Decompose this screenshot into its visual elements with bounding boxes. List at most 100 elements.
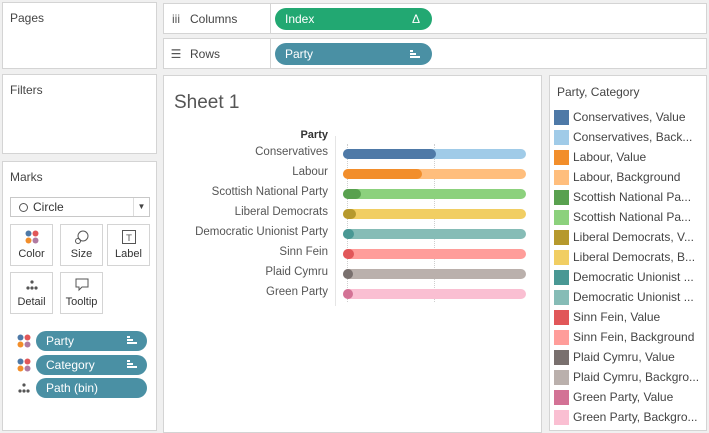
background-bar[interactable] [343, 249, 526, 259]
legend-swatch [554, 309, 569, 325]
row-label: Green Party [266, 286, 328, 298]
svg-text:T: T [125, 234, 132, 244]
columns-shelf[interactable]: iii Columns Index Δ [163, 3, 707, 34]
legend-item[interactable]: Labour, Value [554, 148, 701, 166]
value-bar[interactable] [343, 229, 354, 239]
legend-label: Plaid Cymru, Value [573, 350, 675, 364]
axis-line [335, 136, 336, 306]
circle-icon [19, 203, 28, 212]
legend-item[interactable]: Democratic Unionist ... [554, 268, 701, 286]
party-pill[interactable]: Party [275, 43, 432, 65]
row-label: Plaid Cymru [265, 266, 328, 278]
value-bar[interactable] [343, 169, 422, 179]
background-bar[interactable] [343, 209, 526, 219]
legend-label: Liberal Democrats, V... [573, 230, 694, 244]
legend-item[interactable]: Plaid Cymru, Value [554, 348, 701, 366]
category-encoding-pill[interactable]: Category [36, 355, 147, 375]
index-pill[interactable]: Index Δ [275, 8, 432, 30]
sort-descending-icon [127, 336, 137, 345]
rows-icon: ☰ [170, 47, 182, 61]
legend-label: Plaid Cymru, Backgro... [573, 370, 700, 384]
tooltip-icon [61, 273, 102, 293]
detail-label: Detail [17, 296, 46, 308]
legend-item[interactable]: Scottish National Pa... [554, 188, 701, 206]
legend-label: Scottish National Pa... [573, 210, 692, 224]
label-button[interactable]: T Label [107, 224, 150, 266]
legend-item[interactable]: Conservatives, Value [554, 108, 701, 126]
value-bar[interactable] [343, 269, 353, 279]
color-label: Color [18, 248, 45, 260]
rows-label-text: Rows [190, 47, 221, 61]
value-bar[interactable] [343, 289, 353, 299]
category-encoding-label: Category [46, 358, 95, 372]
value-bar[interactable] [343, 189, 362, 199]
size-button[interactable]: Size [60, 224, 103, 266]
sheet-title: Sheet 1 [174, 92, 240, 113]
legend-swatch [554, 229, 569, 245]
chevron-down-icon: ▼ [133, 198, 149, 216]
row-header: Party [300, 129, 328, 141]
value-bar[interactable] [343, 149, 437, 159]
legend-item[interactable]: Green Party, Value [554, 388, 701, 406]
legend-swatch [554, 389, 569, 405]
legend-item[interactable]: Democratic Unionist ... [554, 288, 701, 306]
tooltip-button[interactable]: Tooltip [60, 272, 103, 314]
legend-swatch [554, 249, 569, 265]
legend-label: Conservatives, Value [573, 110, 686, 124]
filters-card[interactable]: Filters [2, 74, 157, 154]
legend-item[interactable]: Sinn Fein, Value [554, 308, 701, 326]
legend-label: Conservatives, Back... [573, 130, 693, 144]
legend-item[interactable]: Labour, Background [554, 168, 701, 186]
mark-type-dropdown[interactable]: Circle ▼ [10, 197, 150, 217]
worksheet-view[interactable]: Sheet 1 Party Conservatives Labour Scottis… [163, 75, 542, 433]
value-bar[interactable] [343, 249, 354, 259]
row-label: Sinn Fein [279, 246, 328, 258]
legend-label: Liberal Democrats, B... [573, 250, 696, 264]
filters-title: Filters [10, 83, 43, 97]
legend-label: Scottish National Pa... [573, 190, 692, 204]
mark-type-value: Circle [33, 200, 64, 214]
party-pill-label: Party [285, 47, 314, 61]
legend-item[interactable]: Liberal Democrats, V... [554, 228, 701, 246]
pages-title: Pages [10, 11, 45, 25]
label-label: Label [115, 248, 142, 260]
path-bin-encoding-pill[interactable]: Path (bin) [36, 378, 147, 398]
gridline [434, 144, 435, 302]
row-label: Labour [292, 166, 328, 178]
background-bar[interactable] [343, 289, 526, 299]
background-bar[interactable] [343, 169, 526, 179]
sort-descending-icon [127, 360, 137, 369]
legend-swatch [554, 409, 569, 425]
background-bar[interactable] [343, 269, 526, 279]
index-pill-label: Index [285, 12, 315, 26]
legend-item[interactable]: Scottish National Pa... [554, 208, 701, 226]
color-button[interactable]: Color [10, 224, 53, 266]
detail-button[interactable]: Detail [10, 272, 53, 314]
row-label: Scottish National Party [211, 186, 328, 198]
legend-label: Sinn Fein, Value [573, 310, 661, 324]
legend-swatch [554, 149, 569, 165]
legend-item[interactable]: Liberal Democrats, B... [554, 248, 701, 266]
background-bar[interactable] [343, 229, 526, 239]
legend-swatch [554, 129, 569, 145]
party-encoding-label: Party [46, 334, 75, 348]
legend-swatch [554, 369, 569, 385]
legend-item[interactable]: Conservatives, Back... [554, 128, 701, 146]
rows-shelf[interactable]: ☰ Rows Party [163, 38, 707, 69]
legend-item[interactable]: Green Party, Backgro... [554, 408, 701, 426]
legend-item[interactable]: Plaid Cymru, Backgro... [554, 368, 701, 386]
shelf-divider [270, 4, 271, 33]
color-legend[interactable]: Party, Category Conservatives, Value Cons… [549, 75, 707, 431]
legend-swatch [554, 109, 569, 125]
legend-label: Labour, Background [573, 170, 681, 184]
tooltip-label: Tooltip [65, 296, 98, 308]
sort-descending-icon [410, 50, 420, 59]
legend-item[interactable]: Sinn Fein, Background [554, 328, 701, 346]
pages-card: Pages [2, 2, 157, 69]
text-label-icon: T [108, 225, 149, 245]
party-encoding-pill[interactable]: Party [36, 331, 147, 351]
legend-swatch [554, 349, 569, 365]
value-bar[interactable] [343, 209, 356, 219]
background-bar[interactable] [343, 189, 526, 199]
color-icon [11, 225, 52, 245]
